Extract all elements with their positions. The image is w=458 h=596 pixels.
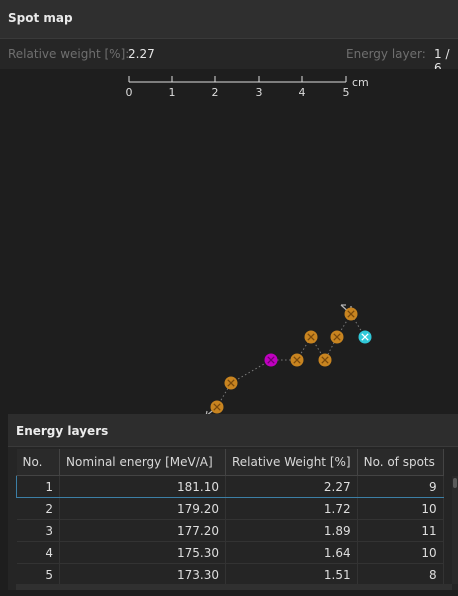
spot-marker[interactable] xyxy=(210,400,224,414)
cell-no: 3 xyxy=(16,519,60,542)
scale-tick-label: 1 xyxy=(169,86,176,99)
spot-marker-first[interactable] xyxy=(264,353,278,367)
scale-tick-label: 2 xyxy=(212,86,219,99)
energy-layers-table: No. Nominal energy [MeV/A] Relative Weig… xyxy=(16,449,444,584)
spot-marker[interactable] xyxy=(330,330,344,344)
spot-marker[interactable] xyxy=(304,330,318,344)
cell-spots: 8 xyxy=(357,563,444,584)
energy-layers-panel: Energy layers No. Nominal energy [MeV/A]… xyxy=(8,414,458,590)
info-bar: Relative weight [%]: 2.27 Energy layer: … xyxy=(0,39,458,69)
cell-energy: 173.30 xyxy=(59,563,226,584)
energy-layers-header: Energy layers xyxy=(8,414,458,447)
scale-tick-label: 4 xyxy=(299,86,306,99)
table-row[interactable]: 1 181.10 2.27 9 xyxy=(16,475,444,498)
cell-spots: 11 xyxy=(357,519,444,542)
window-titlebar: Spot map xyxy=(0,0,458,39)
spot-marker-last[interactable] xyxy=(358,330,372,344)
cell-energy: 177.20 xyxy=(59,519,226,542)
cell-weight: 1.64 xyxy=(225,541,358,564)
window-title: Spot map xyxy=(8,11,73,25)
scale-tick-label: 3 xyxy=(256,86,263,99)
cell-weight: 2.27 xyxy=(225,475,358,498)
energy-layer-label: Energy layer: xyxy=(346,47,426,61)
scale-unit-label: cm xyxy=(352,76,369,89)
cell-no: 4 xyxy=(16,541,60,564)
spot-marker[interactable] xyxy=(290,353,304,367)
energy-layers-table-viewport[interactable]: No. Nominal energy [MeV/A] Relative Weig… xyxy=(16,449,458,584)
relative-weight-label: Relative weight [%]: xyxy=(8,47,130,61)
cell-energy: 179.20 xyxy=(59,497,226,520)
cell-spots: 9 xyxy=(357,475,444,498)
cell-no: 2 xyxy=(16,497,60,520)
table-header-row: No. Nominal energy [MeV/A] Relative Weig… xyxy=(16,449,444,476)
spot-marker[interactable] xyxy=(344,307,358,321)
spot-map-svg[interactable]: 0 1 2 3 4 5 cm xyxy=(0,70,458,418)
energy-layers-title: Energy layers xyxy=(16,424,109,438)
cell-spots: 10 xyxy=(357,497,444,520)
cell-energy: 175.30 xyxy=(59,541,226,564)
column-header-no[interactable]: No. xyxy=(16,449,60,476)
column-header-energy[interactable]: Nominal energy [MeV/A] xyxy=(59,449,226,476)
cell-energy: 181.10 xyxy=(59,475,226,498)
table-row[interactable]: 4 175.30 1.64 10 xyxy=(16,541,444,564)
column-header-weight[interactable]: Relative Weight [%] xyxy=(225,449,358,476)
scale-tick-label: 0 xyxy=(126,86,133,99)
energy-layer-value-clip: 1 / 6 xyxy=(434,39,458,69)
cell-no: 1 xyxy=(16,475,60,498)
spot-marker[interactable] xyxy=(224,376,238,390)
cell-no: 5 xyxy=(16,563,60,584)
cell-weight: 1.51 xyxy=(225,563,358,584)
table-row[interactable]: 3 177.20 1.89 11 xyxy=(16,519,444,542)
cell-weight: 1.89 xyxy=(225,519,358,542)
energy-layer-value: 1 / 6 xyxy=(434,47,450,69)
horizontal-scrollbar[interactable] xyxy=(16,584,452,590)
column-header-spots[interactable]: No. of spots xyxy=(357,449,444,476)
scale-tick-label: 5 xyxy=(343,86,350,99)
table-row[interactable]: 5 173.30 1.51 8 xyxy=(16,563,444,584)
vertical-scrollbar-thumb[interactable] xyxy=(453,478,457,488)
relative-weight-value: 2.27 xyxy=(128,47,155,61)
spot-marker[interactable] xyxy=(318,353,332,367)
cell-spots: 10 xyxy=(357,541,444,564)
vertical-scrollbar[interactable] xyxy=(452,476,458,584)
scale-bar: 0 1 2 3 4 5 cm xyxy=(126,76,369,99)
table-row[interactable]: 2 179.20 1.72 10 xyxy=(16,497,444,520)
spot-map-canvas[interactable]: 0 1 2 3 4 5 cm xyxy=(0,70,458,418)
cell-weight: 1.72 xyxy=(225,497,358,520)
